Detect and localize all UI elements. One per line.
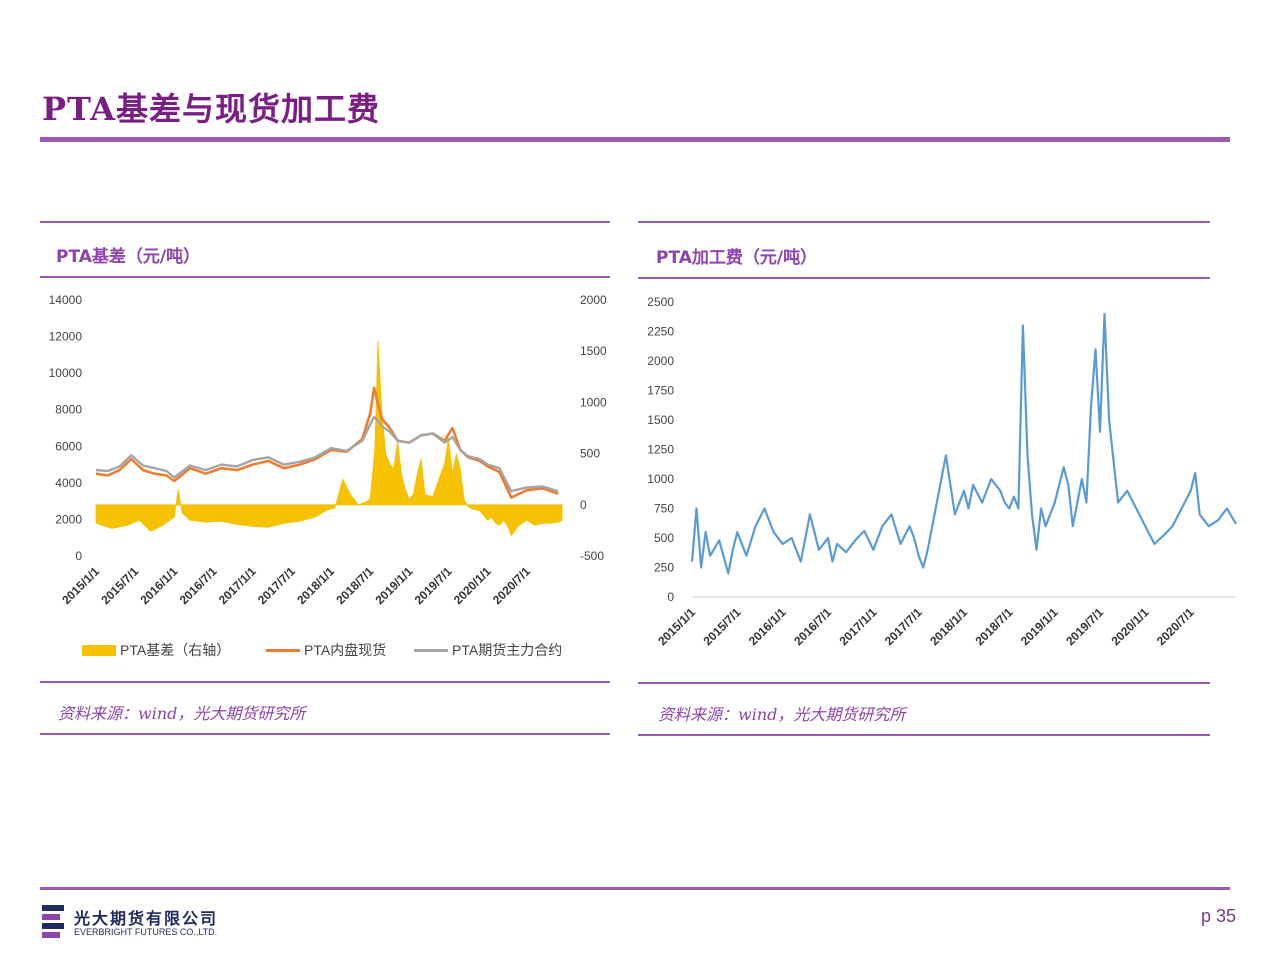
x-tick-label: 2016/7/1: [177, 564, 220, 607]
footer-divider: [40, 887, 1230, 890]
x-tick-label: 2018/7/1: [973, 605, 1016, 648]
left-y-tick-label: 2000: [55, 512, 82, 526]
legend-item-spot: PTA内盘现货: [266, 640, 386, 660]
page-number: p 35: [1200, 906, 1236, 926]
processing-fee-line: [690, 312, 1237, 575]
x-tick-label: 2015/7/1: [701, 605, 744, 648]
processing-fee-chart: 0 250 500 750 1000 1250 1500 1750 2000 2250 2500 20…: [647, 295, 1237, 648]
x-tick-label: 2019/7/1: [412, 564, 455, 607]
x-tick-label: 2019/7/1: [1063, 605, 1106, 648]
left-panel-top-rule: [40, 221, 610, 223]
company-logo: 光大期货有限公司 EVERBRIGHT FUTURES CO.,LTD.: [42, 903, 242, 943]
left-y-tick-label: 6000: [55, 439, 82, 453]
x-tick-label: 2017/7/1: [255, 564, 298, 607]
legend-swatch-basis: [82, 644, 116, 656]
logo-name-en: EVERBRIGHT FUTURES CO.,LTD.: [74, 927, 218, 937]
right-y-tick-label: -500: [580, 549, 604, 563]
x-tick-label: 2018/1/1: [927, 605, 970, 648]
left-panel-source-rule: [40, 681, 610, 683]
y-tick-label: 2500: [647, 295, 674, 309]
x-tick-label: 2016/1/1: [138, 564, 181, 607]
left-y-tick-label: 8000: [55, 403, 82, 417]
y-tick-label: 500: [654, 531, 674, 545]
y-tick-label: 1750: [647, 384, 674, 398]
left-panel-title-rule: [40, 276, 610, 278]
futures-price-line: [95, 415, 559, 493]
right-y-tick-label: 2000: [580, 293, 607, 307]
x-tick-label: 2020/7/1: [490, 564, 533, 607]
y-tick-label: 1000: [647, 472, 674, 486]
y-tick-label: 750: [654, 502, 674, 516]
logo-name-cn: 光大期货有限公司: [74, 909, 219, 928]
right-y-tick-label: 1000: [580, 395, 607, 409]
right-y-tick-label: 500: [580, 447, 600, 461]
legend-swatch-spot: [266, 648, 300, 652]
basis-area-series: [95, 340, 563, 537]
x-tick-label: 2015/7/1: [98, 564, 141, 607]
x-tick-label: 2016/7/1: [791, 605, 834, 648]
left-y-tick-label: 4000: [55, 476, 82, 490]
legend-label-basis: PTA基差（右轴）: [120, 642, 231, 658]
title-divider: [40, 137, 1230, 142]
legend-item-basis: PTA基差（右轴）: [82, 640, 230, 660]
basis-chart: 0 2000 4000 6000 8000 10000 12000 14000 -500 0 500…: [49, 293, 607, 607]
right-chart-title: PTA加工费（元/吨）: [656, 248, 818, 268]
left-source-note: 资料来源：wind，光大期货研究所: [58, 704, 306, 723]
right-panel-top-rule: [638, 221, 1210, 223]
y-tick-label: 2250: [647, 325, 674, 339]
x-tick-label: 2018/1/1: [294, 564, 337, 607]
left-chart-title: PTA基差（元/吨）: [56, 247, 201, 267]
x-tick-label: 2020/1/1: [1109, 605, 1152, 648]
y-tick-label: 1500: [647, 413, 674, 427]
right-panel-bottom-rule: [638, 734, 1210, 736]
x-tick-label: 2015/1/1: [655, 605, 698, 648]
legend-swatch-futures: [414, 648, 448, 652]
right-y-tick-label: 1500: [580, 344, 607, 358]
x-tick-label: 2016/1/1: [746, 605, 789, 648]
everbright-logo-icon: [42, 905, 64, 938]
y-tick-label: 2000: [647, 354, 674, 368]
x-tick-label: 2015/1/1: [59, 564, 102, 607]
x-tick-label: 2017/7/1: [882, 605, 925, 648]
legend-label-spot: PTA内盘现货: [304, 642, 387, 658]
right-panel-title-rule: [638, 277, 1210, 279]
legend-label-futures: PTA期货主力合约: [452, 642, 563, 658]
right-source-note: 资料来源：wind，光大期货研究所: [658, 705, 906, 724]
x-tick-label: 2020/1/1: [451, 564, 494, 607]
x-tick-label: 2018/7/1: [333, 564, 376, 607]
x-tick-label: 2019/1/1: [373, 564, 416, 607]
right-y-tick-label: 0: [580, 498, 587, 512]
left-panel-bottom-rule: [40, 733, 610, 735]
spot-price-line: [95, 386, 559, 499]
legend-item-futures: PTA期货主力合约: [414, 640, 562, 660]
y-tick-label: 250: [654, 561, 674, 575]
y-tick-label: 1250: [647, 443, 674, 457]
left-y-tick-label: 14000: [49, 293, 83, 307]
x-tick-label: 2017/1/1: [216, 564, 259, 607]
x-tick-label: 2019/1/1: [1018, 605, 1061, 648]
x-tick-label: 2020/7/1: [1154, 605, 1197, 648]
left-y-tick-label: 0: [75, 549, 82, 563]
left-y-tick-label: 12000: [49, 330, 83, 344]
x-tick-label: 2017/1/1: [837, 605, 880, 648]
y-tick-label: 0: [667, 590, 674, 604]
basis-chart-legend: PTA基差（右轴） PTA内盘现货 PTA期货主力合约: [82, 640, 602, 660]
right-panel-source-rule: [638, 682, 1210, 684]
page-title: PTA基差与现货加工费: [42, 90, 380, 128]
left-y-tick-label: 10000: [49, 366, 83, 380]
